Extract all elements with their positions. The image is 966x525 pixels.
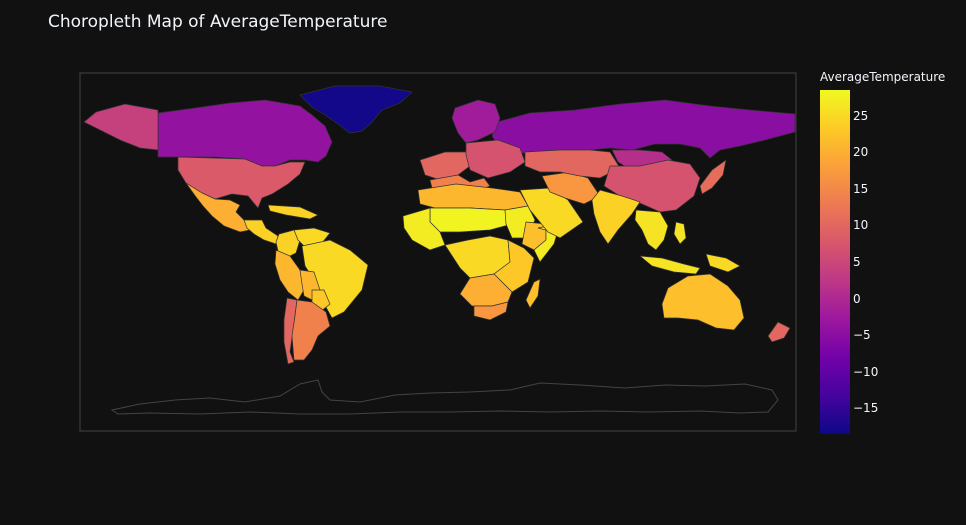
colorbar-tick: 5 <box>853 255 861 269</box>
colorbar-tick: −15 <box>853 401 879 416</box>
colorbar-tick: 0 <box>853 291 861 306</box>
region-china[interactable] <box>603 159 701 213</box>
region-argentina[interactable] <box>291 299 331 361</box>
region-philippines[interactable] <box>673 221 687 245</box>
colorbar <box>820 90 850 434</box>
region-scandinavia[interactable] <box>451 99 501 144</box>
region-madagascar[interactable] <box>525 278 541 309</box>
colorbar-tick: −10 <box>853 364 879 379</box>
colorbar-title: AverageTemperature <box>820 70 946 84</box>
region-japan[interactable] <box>699 159 727 195</box>
colorbar-tick: 10 <box>853 218 869 233</box>
colorbar-tick: 15 <box>853 181 869 196</box>
region-greenland[interactable] <box>299 85 413 134</box>
region-australia[interactable] <box>661 273 745 331</box>
region-india[interactable] <box>591 189 641 245</box>
colorbar-tick: −5 <box>853 328 871 343</box>
colorbar-tick: 20 <box>853 145 869 160</box>
region-caribbean[interactable] <box>267 204 319 220</box>
colorbar-tick: 25 <box>853 108 869 123</box>
region-new-zealand[interactable] <box>767 321 791 343</box>
region-central-america[interactable] <box>243 219 279 245</box>
chart-title: Choropleth Map of AverageTemperature <box>48 12 388 32</box>
region-southeast-asia[interactable] <box>634 209 669 251</box>
region-central-asia[interactable] <box>524 149 621 179</box>
region-indonesia[interactable] <box>638 255 701 275</box>
region-layer <box>83 85 796 365</box>
region-papua-new-guinea[interactable] <box>705 253 741 273</box>
region-eastern-europe[interactable] <box>465 139 526 179</box>
antarctica-outline <box>110 379 779 415</box>
region-canada[interactable] <box>157 99 333 167</box>
region-south-africa[interactable] <box>473 301 509 321</box>
region-alaska[interactable] <box>83 103 159 151</box>
region-western-europe[interactable] <box>419 151 471 181</box>
